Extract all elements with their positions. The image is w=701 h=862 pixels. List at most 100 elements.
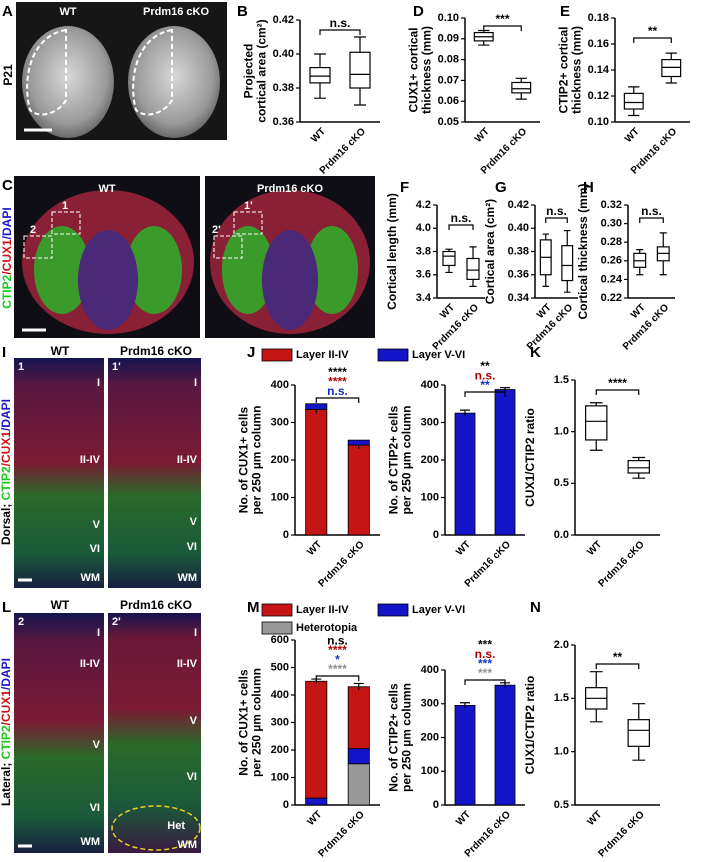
y-tick-label: 400 <box>421 379 439 391</box>
stain: /DAPI <box>0 658 13 690</box>
layer-label: WM <box>80 572 100 584</box>
y-tick-label: 0.40 <box>508 222 529 234</box>
y-tick-label: 0.28 <box>601 236 622 248</box>
bar-segment <box>347 748 370 765</box>
y-tick-label: 400 <box>421 664 439 676</box>
y-tick-label: 100 <box>271 771 289 783</box>
layer-label: I <box>97 377 100 389</box>
x-tick-label: WT <box>454 809 473 828</box>
roi <box>23 235 53 259</box>
y-tick-label: 0.40 <box>273 48 294 60</box>
layer-label: I <box>194 627 197 639</box>
region-label: 1' <box>244 200 253 212</box>
x-tick-label: WT <box>454 539 473 558</box>
layer-label: V <box>190 516 198 528</box>
y-axis-title: CUX1/CTIP2 ratio <box>523 676 537 775</box>
significance: **** <box>328 662 347 676</box>
outline <box>26 28 67 116</box>
y-tick-label: 1.0 <box>554 746 569 758</box>
section <box>222 226 274 314</box>
y-axis-title: per 250 µm column <box>400 406 414 515</box>
significance: **** <box>328 375 347 389</box>
bar-segment <box>454 412 476 536</box>
x-tick-label: Prdm16 cKO <box>597 809 647 859</box>
box <box>627 719 650 747</box>
bar-segment <box>305 403 328 410</box>
bracket <box>464 391 506 397</box>
significance: n.s. <box>330 16 351 30</box>
whisker <box>589 709 603 723</box>
whisker <box>354 36 366 53</box>
y-tick-label: 4.2 <box>416 199 431 211</box>
y-tick-label: 200 <box>421 731 439 743</box>
whisker <box>632 473 646 479</box>
panel-letter: L <box>2 599 11 616</box>
stain: CTIP2 <box>0 725 13 759</box>
significance: n.s. <box>641 204 662 218</box>
y-tick-label: 100 <box>271 491 289 503</box>
whisker <box>564 280 571 293</box>
whisker <box>628 109 640 117</box>
y-tick-label: 200 <box>421 454 439 466</box>
legend-label: Layer II-IV <box>296 349 349 361</box>
y-tick-label: 0.24 <box>601 273 623 285</box>
y-axis-title: Cortical length (mm) <box>385 193 399 310</box>
error-bar <box>460 409 470 417</box>
layer-label: V <box>190 715 198 727</box>
whisker <box>636 267 644 276</box>
region: Lateral; <box>0 759 13 806</box>
y-tick-label: 0.10 <box>438 12 459 24</box>
layer-label: WM <box>177 839 197 851</box>
stain-label: Dorsal; CTIP2/CUX1/DAPI <box>0 399 13 545</box>
significance: **** <box>328 365 347 379</box>
layer-label: VI <box>187 771 197 783</box>
roi <box>213 235 243 259</box>
whisker <box>659 260 667 276</box>
box <box>585 405 608 441</box>
y-tick-label: 0.34 <box>508 292 530 304</box>
y-axis-title: per 250 µm column <box>400 683 414 792</box>
y-tick-label: 200 <box>271 454 289 466</box>
whisker <box>542 274 549 287</box>
error-bar <box>460 702 470 709</box>
box <box>561 245 574 282</box>
micrograph <box>108 358 201 588</box>
whisker <box>469 279 477 287</box>
y-tick-label: 0.42 <box>273 14 294 26</box>
bracket <box>639 217 664 223</box>
brain <box>128 26 220 138</box>
layer-label: V <box>93 739 101 751</box>
stain: /CUX1 <box>0 431 13 467</box>
column-id: 1 <box>18 361 24 373</box>
panel-letter: H <box>583 179 594 196</box>
y-tick-label: 0.0 <box>554 529 569 541</box>
column-id: 2' <box>112 616 121 628</box>
stain: CTIP2 <box>0 466 13 500</box>
y-tick-label: 0.38 <box>508 245 529 257</box>
title: Prdm16 cKO <box>257 183 323 195</box>
significance: n.s. <box>327 384 348 398</box>
significance: * <box>335 653 340 667</box>
title: WT <box>98 183 115 195</box>
title: Prdm16 cKO <box>120 344 192 358</box>
y-tick-label: 0.09 <box>438 33 459 45</box>
y-tick-label: 0.5 <box>554 799 569 811</box>
bracket <box>633 37 672 43</box>
column-id: 2 <box>18 616 24 628</box>
x-tick-label: WT <box>629 302 648 321</box>
y-tick-label: 0.18 <box>588 12 609 24</box>
y-tick-label: 3.8 <box>416 245 431 257</box>
micrograph <box>108 613 201 853</box>
y-tick-label: 0 <box>433 799 439 811</box>
layer-label: I <box>194 377 197 389</box>
bar-segment <box>347 444 370 536</box>
y-tick-label: 0.36 <box>273 116 294 128</box>
significance: n.s. <box>451 211 472 225</box>
layer-label: VI <box>187 541 197 553</box>
y-tick-label: 1.0 <box>554 426 569 438</box>
y-axis-title: thickness (mm) <box>420 26 434 114</box>
legend-swatch <box>377 603 409 617</box>
y-tick-label: 400 <box>271 379 289 391</box>
stain: /CUX1 <box>0 690 13 726</box>
legend-swatch <box>261 621 293 635</box>
